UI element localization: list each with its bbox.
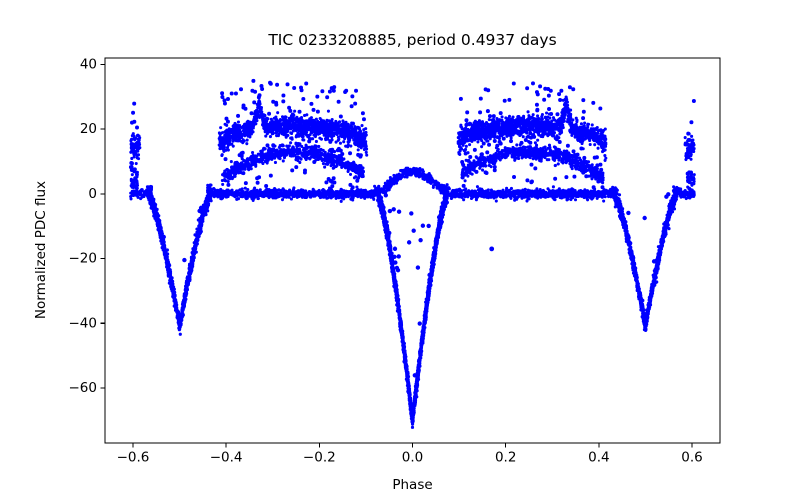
y-tick-label: −60 [69, 380, 98, 396]
y-axis-ticks: 40 20 0 −20 −40 −60 [69, 56, 105, 396]
data-points-layer [128, 78, 696, 429]
x-tick-label: −0.2 [303, 450, 336, 466]
x-axis-ticks: −0.6 −0.4 −0.2 0.0 0.2 0.4 0.6 [117, 443, 703, 466]
x-tick-label: 0.2 [495, 450, 516, 466]
x-tick-label: 0.4 [588, 450, 609, 466]
x-tick-label: 0.0 [402, 450, 423, 466]
x-tick-label: −0.6 [117, 450, 150, 466]
y-tick-label: −20 [69, 251, 98, 267]
y-tick-label: 20 [80, 121, 97, 137]
y-tick-label: 40 [80, 56, 97, 72]
x-tick-label: −0.4 [210, 450, 243, 466]
x-tick-label: 0.6 [681, 450, 702, 466]
y-tick-label: −40 [69, 315, 98, 331]
y-axis-title: Normalized PDC flux [33, 181, 49, 319]
y-tick-label: 0 [88, 186, 97, 202]
scatter-markers [128, 78, 696, 429]
x-axis-title: Phase [392, 477, 432, 493]
plot-title: TIC 0233208885, period 0.4937 days [267, 31, 556, 49]
